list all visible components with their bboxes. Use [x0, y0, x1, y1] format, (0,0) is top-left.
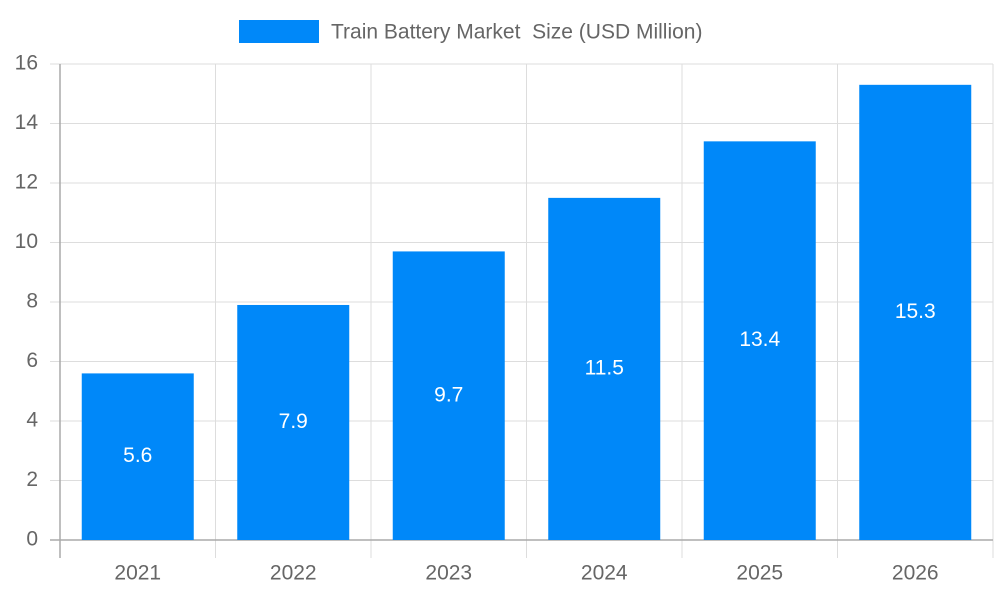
y-tick-label: 12 — [15, 171, 38, 194]
y-tick-label: 0 — [26, 528, 38, 551]
x-tick-label: 2026 — [892, 562, 939, 585]
data-label: 9.7 — [434, 383, 463, 406]
data-label: 11.5 — [585, 356, 624, 379]
bar — [237, 304, 350, 540]
y-tick-label: 2 — [26, 468, 38, 491]
x-tick-label: 2025 — [736, 562, 783, 585]
data-label: 7.9 — [279, 410, 308, 433]
y-tick-label: 6 — [26, 349, 38, 372]
legend-swatch — [239, 20, 319, 43]
y-tick-label: 14 — [15, 111, 39, 134]
x-tick-label: 2022 — [270, 562, 317, 585]
y-tick-label: 4 — [26, 409, 38, 432]
bar — [703, 141, 816, 540]
data-label: 13.4 — [739, 328, 780, 351]
data-label: 15.3 — [895, 300, 936, 323]
bar — [392, 251, 505, 541]
x-tick-label: 2021 — [114, 562, 161, 585]
y-tick-label: 10 — [15, 230, 38, 253]
y-tick-label: 8 — [26, 290, 38, 313]
bar — [81, 373, 194, 540]
legend-label: Train Battery Market Size (USD Million) — [331, 21, 702, 44]
bar — [548, 197, 661, 540]
bar — [859, 84, 972, 540]
data-label: 5.6 — [123, 444, 152, 467]
x-tick-label: 2023 — [425, 562, 472, 585]
x-tick-label: 2024 — [581, 562, 628, 585]
y-tick-label: 16 — [15, 52, 38, 75]
